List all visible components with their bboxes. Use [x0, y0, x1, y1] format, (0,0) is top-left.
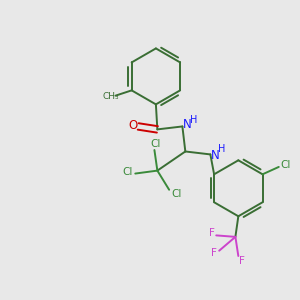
Text: CH₃: CH₃: [102, 92, 119, 101]
Text: F: F: [211, 248, 217, 258]
Text: F: F: [239, 256, 245, 266]
Text: Cl: Cl: [123, 167, 133, 177]
Text: Cl: Cl: [150, 139, 160, 149]
Text: Cl: Cl: [172, 189, 182, 199]
Text: O: O: [128, 119, 137, 132]
Text: N: N: [183, 118, 192, 131]
Text: H: H: [218, 144, 225, 154]
Text: H: H: [190, 115, 197, 125]
Text: F: F: [209, 228, 215, 238]
Text: Cl: Cl: [280, 160, 290, 170]
Text: N: N: [211, 149, 220, 162]
